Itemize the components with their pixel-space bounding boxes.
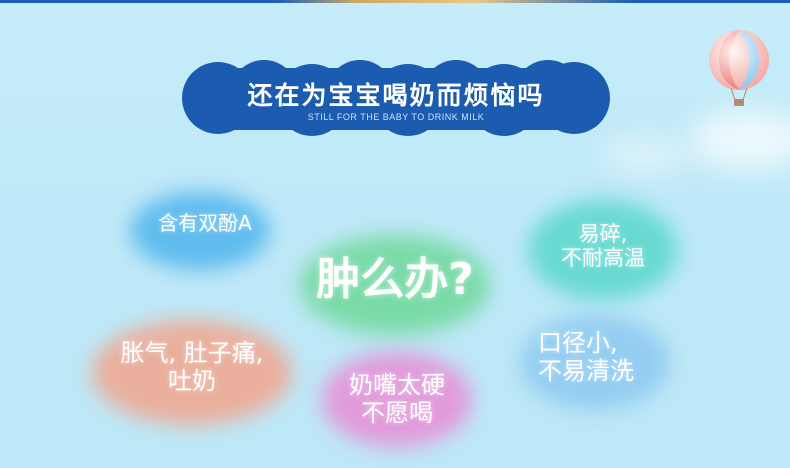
banner-cloud-shape: [182, 60, 610, 136]
cloud-decoration: [690, 110, 790, 170]
bubble-bpa-text: 含有双酚A: [158, 211, 252, 235]
bubble-nipple-line1: 奶嘴太硬: [349, 371, 445, 399]
bubble-colic-glow: [92, 320, 292, 425]
bubble-nipple-glow: [322, 352, 472, 447]
bubble-colic-line1: 胀气, 肚子痛,: [120, 339, 264, 367]
bubble-center-glow: [300, 235, 490, 335]
banner-title: 还在为宝宝喝奶而烦恼吗: [247, 81, 545, 110]
bubble-fragile-glow: [528, 200, 678, 300]
bubble-fragile-line2: 不耐高温: [561, 246, 645, 271]
cloud-decoration: [600, 140, 690, 170]
bubble-colic-text: 胀气, 肚子痛, 吐奶: [92, 339, 292, 395]
bubble-nipple-line2: 不愿喝: [361, 398, 433, 427]
banner-subtitle: STILL FOR THE BABY TO DRINK MILK: [307, 112, 485, 122]
bubble-colic-line2: 吐奶: [168, 366, 216, 395]
bubble-mouth-glow: [520, 315, 670, 410]
center-question-text: 肿么办?: [316, 254, 474, 305]
bubble-mouth-line1: 口径小,: [538, 329, 618, 357]
title-banner: 还在为宝宝喝奶而烦恼吗 STILL FOR THE BABY TO DRINK …: [182, 58, 610, 138]
bubble-fragile-line1: 易碎,: [578, 222, 628, 246]
bubble-mouth-line2: 不易清洗: [538, 356, 634, 385]
top-decor-strip: [0, 0, 790, 3]
bubble-fragile-text: 易碎, 不耐高温: [530, 222, 676, 270]
bubble-nipple-text: 奶嘴太硬 不愿喝: [322, 371, 472, 427]
bubble-mouth-text: 口径小, 不易清洗: [520, 329, 678, 385]
hot-air-balloon-icon: [706, 28, 776, 112]
bubble-bpa-glow: [130, 192, 270, 270]
